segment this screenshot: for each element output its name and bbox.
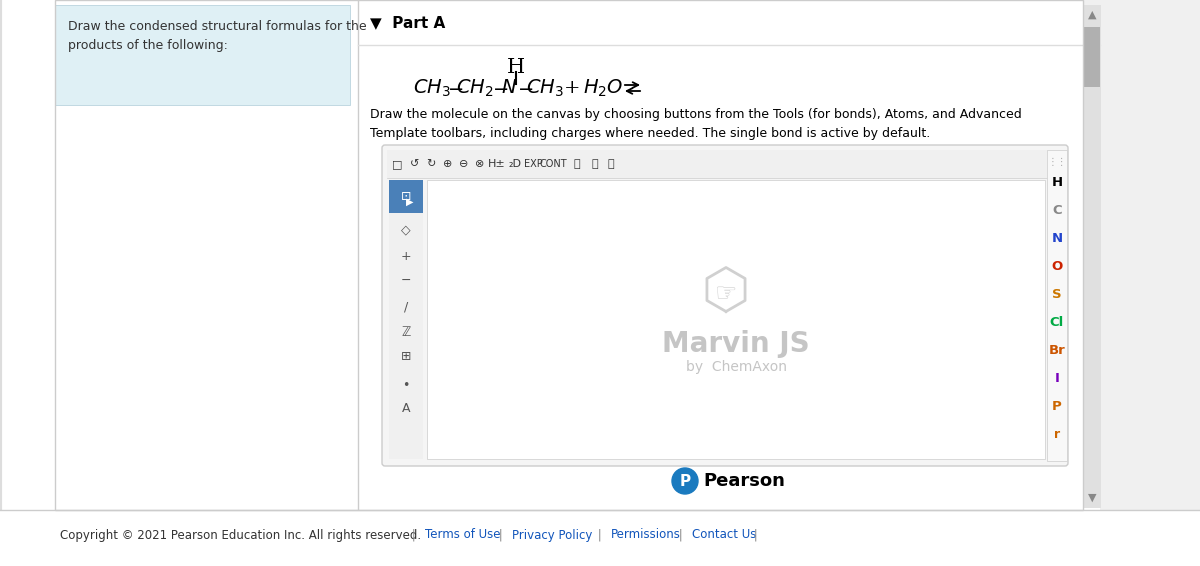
- Text: |: |: [674, 529, 686, 542]
- Bar: [1084, 0, 1200, 5]
- Text: H±: H±: [488, 159, 506, 169]
- Text: ▼  Part A: ▼ Part A: [370, 15, 445, 30]
- Text: □: □: [391, 159, 402, 169]
- Text: ⊞: ⊞: [401, 350, 412, 363]
- Bar: [1046, 150, 1067, 461]
- Text: Pearson: Pearson: [703, 472, 785, 490]
- Bar: [389, 180, 424, 459]
- Text: O: O: [1051, 259, 1063, 272]
- Text: ▼: ▼: [1087, 493, 1097, 503]
- Text: ℤ: ℤ: [401, 325, 410, 338]
- Text: $N$: $N$: [502, 79, 517, 97]
- Text: $CH_2$: $CH_2$: [456, 78, 493, 98]
- Text: ☞: ☞: [715, 282, 737, 307]
- Text: |: |: [750, 529, 758, 542]
- Text: Contact Us: Contact Us: [692, 529, 756, 542]
- Text: r: r: [1054, 427, 1060, 440]
- Text: ↻: ↻: [426, 159, 436, 169]
- Text: C: C: [1052, 204, 1062, 217]
- Text: $-$: $-$: [446, 79, 463, 97]
- Text: ⊗: ⊗: [475, 159, 485, 169]
- Text: Privacy Policy: Privacy Policy: [512, 529, 593, 542]
- Circle shape: [672, 468, 698, 494]
- Bar: [1084, 27, 1100, 87]
- Text: P: P: [1052, 400, 1062, 413]
- Text: ↺: ↺: [410, 159, 420, 169]
- Text: ⊡: ⊡: [401, 190, 412, 203]
- Bar: [427, 180, 1045, 459]
- Text: Cl: Cl: [1050, 315, 1064, 328]
- Text: $H_2O$: $H_2O$: [583, 78, 624, 98]
- Text: ⤢: ⤢: [607, 159, 614, 169]
- Text: A: A: [402, 401, 410, 414]
- Text: $-$: $-$: [492, 79, 509, 97]
- Text: Draw the condensed structural formulas for the
products of the following:: Draw the condensed structural formulas f…: [68, 20, 367, 52]
- Text: EXP: EXP: [523, 159, 542, 169]
- Text: H: H: [506, 58, 526, 77]
- Text: ▶: ▶: [407, 197, 414, 207]
- Text: Draw the molecule on the canvas by choosing buttons from the Tools (for bonds), : Draw the molecule on the canvas by choos…: [370, 108, 1021, 140]
- Text: P: P: [679, 474, 690, 488]
- Text: Terms of Use: Terms of Use: [425, 529, 500, 542]
- Bar: [386, 150, 1063, 178]
- Bar: [358, 0, 1100, 510]
- Text: |: |: [594, 529, 605, 542]
- Text: ❓: ❓: [592, 159, 599, 169]
- Bar: [1084, 5, 1102, 508]
- Text: $CH_3$: $CH_3$: [413, 78, 451, 98]
- Text: ⊖: ⊖: [460, 159, 469, 169]
- Text: |: |: [496, 529, 506, 542]
- Text: ⊕: ⊕: [443, 159, 452, 169]
- Text: ₂D: ₂D: [509, 159, 522, 169]
- Text: ⋮⋮: ⋮⋮: [1048, 157, 1067, 167]
- Text: Permissions: Permissions: [611, 529, 680, 542]
- Text: I: I: [1055, 371, 1060, 384]
- FancyBboxPatch shape: [382, 145, 1068, 466]
- Bar: [389, 180, 424, 213]
- Text: Marvin JS: Marvin JS: [662, 331, 810, 358]
- Text: $CH_3$: $CH_3$: [526, 78, 564, 98]
- Text: CONT: CONT: [539, 159, 566, 169]
- Text: |: |: [408, 529, 420, 542]
- Text: /: /: [404, 301, 408, 314]
- Bar: [0, 510, 1200, 566]
- Bar: [55, 0, 1084, 510]
- Text: S: S: [1052, 288, 1062, 301]
- Text: 🛈: 🛈: [574, 159, 581, 169]
- Text: Copyright © 2021 Pearson Education Inc. All rights reserved.: Copyright © 2021 Pearson Education Inc. …: [60, 529, 421, 542]
- Text: $-$: $-$: [517, 79, 533, 97]
- Bar: [55, 5, 350, 105]
- Text: by  ChemAxon: by ChemAxon: [685, 361, 786, 375]
- Text: −: −: [401, 273, 412, 286]
- Text: H: H: [1051, 175, 1062, 188]
- Text: Br: Br: [1049, 344, 1066, 357]
- Text: +: +: [564, 79, 581, 97]
- Text: ◇: ◇: [401, 224, 410, 237]
- Text: •: •: [402, 379, 409, 392]
- Text: ▲: ▲: [1087, 10, 1097, 20]
- Text: N: N: [1051, 231, 1062, 245]
- Text: +: +: [401, 251, 412, 264]
